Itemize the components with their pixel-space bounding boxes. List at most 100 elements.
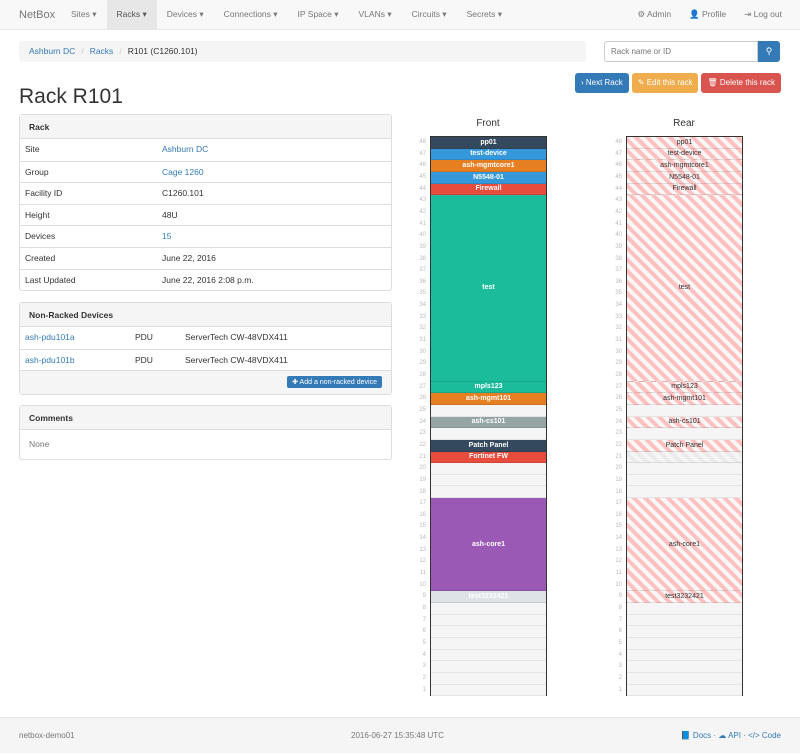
rack-unit-slot[interactable] <box>627 428 742 440</box>
rack-unit-slot[interactable] <box>431 428 546 440</box>
breadcrumb-racks[interactable]: Racks <box>89 46 114 56</box>
device-link[interactable]: ash-pdu101b <box>25 354 75 365</box>
attribute-value[interactable]: 15 <box>162 231 172 242</box>
rack-device[interactable]: N5548-01 <box>431 171 546 184</box>
rack-device[interactable]: test <box>627 195 742 382</box>
navbar: NetBox Sites ▾ Racks ▾ Devices ▾ Connection… <box>0 0 800 30</box>
rack-device[interactable]: test3232421 <box>431 591 546 603</box>
rack-device[interactable]: test3232421 <box>627 591 742 603</box>
nav-item-circuits[interactable]: Circuits ▾ <box>411 9 447 19</box>
rack-unit-slot[interactable] <box>431 626 546 638</box>
code-link[interactable]: </> Code <box>748 731 781 740</box>
rack-device[interactable]: Firewall <box>627 183 742 196</box>
rack-unit-slot[interactable] <box>627 603 742 615</box>
rack-unit-slot[interactable] <box>431 603 546 615</box>
unit-number: 38 <box>615 255 622 262</box>
unit-number: 35 <box>615 290 622 297</box>
nav-item-secrets[interactable]: Secrets ▾ <box>466 9 503 19</box>
rack-device[interactable]: ash-cs101 <box>431 416 546 429</box>
attribute-value: C1260.101 <box>162 188 204 199</box>
rack-unit-slot[interactable] <box>627 626 742 638</box>
attribute-value: June 22, 2016 <box>162 252 216 263</box>
breadcrumb-site[interactable]: Ashburn DC <box>29 46 76 56</box>
rack-device[interactable]: Firewall <box>431 183 546 196</box>
unit-number: 37 <box>419 267 426 274</box>
rack-device[interactable]: test <box>431 195 546 382</box>
unit-number: 33 <box>615 313 622 320</box>
rack-unit-slot[interactable] <box>627 487 742 499</box>
rack-device[interactable]: ash-mgmtcore1 <box>431 160 546 172</box>
rack-device[interactable]: pp01 <box>627 137 742 149</box>
rack-unit-slot[interactable] <box>431 685 546 697</box>
nav-item-devices[interactable]: Devices ▾ <box>166 9 204 19</box>
rack-device[interactable]: ash-core1 <box>431 498 546 592</box>
rack-unit-slot[interactable] <box>431 615 546 627</box>
rack-unit-slot[interactable] <box>627 405 742 417</box>
delete-rack-button[interactable]: 🗑 Delete this rack <box>701 73 781 93</box>
rack-device[interactable]: ash-mgmt101 <box>431 393 546 405</box>
rack-device[interactable]: N5548-01 <box>627 171 742 184</box>
rack-unit-slot[interactable] <box>431 463 546 475</box>
rack-device[interactable]: ash-cs101 <box>627 416 742 429</box>
rack-device[interactable]: test-device <box>431 148 546 161</box>
nav-admin-link[interactable]: ⚙ Admin <box>637 9 672 19</box>
rack-unit-slot[interactable] <box>627 463 742 475</box>
rack-unit-slot[interactable] <box>431 487 546 499</box>
nav-item-sites[interactable]: Sites ▾ <box>71 9 97 19</box>
unit-number: 39 <box>419 243 426 250</box>
brand-logo[interactable]: NetBox <box>19 9 56 21</box>
attribute-value[interactable]: Cage 1260 <box>162 166 204 177</box>
edit-rack-button[interactable]: ✎ Edit this rack <box>631 73 699 93</box>
rack-device[interactable]: ash-mgmt101 <box>627 393 742 405</box>
unit-number: 43 <box>419 197 426 204</box>
rack-device[interactable]: Patch Panel <box>627 439 742 452</box>
rack-device[interactable]: mpls123 <box>627 381 742 394</box>
rack-unit-slot[interactable] <box>627 685 742 697</box>
nav-profile-link[interactable]: 👤 Profile <box>689 9 727 19</box>
rack-unit-slot[interactable] <box>627 661 742 673</box>
rack-device[interactable]: pp01 <box>431 137 546 149</box>
rack-unit-slot[interactable] <box>431 650 546 662</box>
rack-unit-slot[interactable] <box>627 475 742 487</box>
rack-unit-slot[interactable] <box>627 650 742 662</box>
nav-logout-link[interactable]: ⇥ Log out <box>744 9 782 19</box>
nav-item-ip[interactable]: IP Space ▾ <box>297 9 339 19</box>
attribute-label: Facility ID <box>25 188 63 199</box>
search-input[interactable] <box>604 41 758 62</box>
rack-device[interactable]: ash-mgmtcore1 <box>627 160 742 172</box>
device-link[interactable]: ash-pdu101a <box>25 332 75 342</box>
unit-number: 4 <box>618 651 622 658</box>
rack-device[interactable]: Patch Panel <box>431 439 546 452</box>
rack-unit-slot[interactable] <box>627 673 742 685</box>
rack-attribute-row: Devices 15 <box>20 225 391 247</box>
unit-number: 16 <box>419 511 426 518</box>
next-rack-button[interactable]: › Next Rack <box>574 73 629 93</box>
unit-number: 40 <box>615 232 622 239</box>
unit-number: 47 <box>419 150 426 157</box>
rack-unit-slot[interactable] <box>431 638 546 650</box>
rack-unit-slot[interactable] <box>627 615 742 627</box>
rack-device[interactable]: Fortinet FW <box>431 451 546 464</box>
api-link[interactable]: ☁ API <box>718 731 741 740</box>
nav-item-racks[interactable]: Racks ▾ <box>106 0 157 29</box>
unit-number: 19 <box>419 476 426 483</box>
rack-unit-slot[interactable] <box>431 405 546 417</box>
rack-device[interactable]: test-device <box>627 148 742 161</box>
device-label: ash-mgmt101 <box>663 395 706 403</box>
nav-item-vlans[interactable]: VLANs ▾ <box>358 9 392 19</box>
unit-number: 32 <box>615 325 622 332</box>
nav-item-connections[interactable]: Connections ▾ <box>223 9 278 19</box>
add-non-racked-device-button[interactable]: ✚ Add a non-racked device <box>287 376 382 389</box>
rack-unit-slot[interactable] <box>431 661 546 673</box>
search-button[interactable]: ⚲ <box>758 41 780 62</box>
attribute-value[interactable]: Ashburn DC <box>162 144 209 154</box>
rack-unit-slot[interactable] <box>431 673 546 685</box>
rack-device[interactable]: mpls123 <box>431 381 546 394</box>
search-icon: ⚲ <box>765 46 773 56</box>
docs-link[interactable]: 📘 Docs <box>680 731 712 740</box>
unit-number: 21 <box>419 453 426 460</box>
rack-unit-slot[interactable] <box>431 475 546 487</box>
rack-unit-slot[interactable] <box>627 638 742 650</box>
rack-device[interactable] <box>627 451 742 464</box>
rack-device[interactable]: ash-core1 <box>627 498 742 592</box>
